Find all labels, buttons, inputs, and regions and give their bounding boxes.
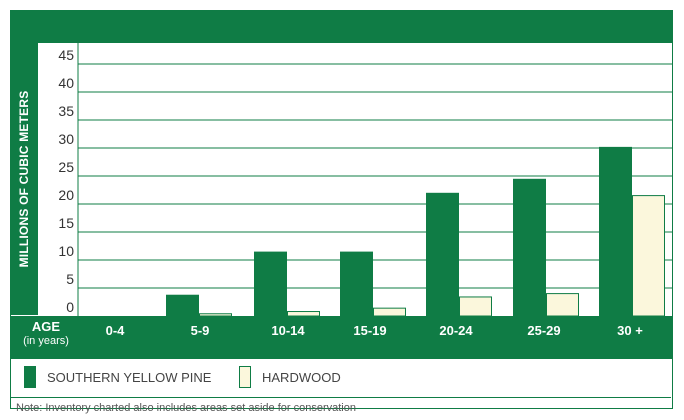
- x-tick-label: 20-24: [439, 323, 473, 338]
- y-tick-label: 15: [58, 215, 74, 231]
- y-tick-label: 35: [58, 103, 74, 119]
- bar-pine-20-24: [426, 192, 459, 316]
- gridlines: [77, 43, 673, 316]
- x-axis-label-main: AGE: [31, 319, 61, 334]
- bar-hardwood-20-24: [459, 296, 492, 317]
- bar-hardwood-25-29: [546, 293, 579, 317]
- y-tick-label: 30: [58, 131, 74, 147]
- bar-pine-5-9: [166, 294, 199, 316]
- x-tick-label: 15-19: [353, 323, 387, 338]
- y-tick-label: 20: [58, 187, 74, 203]
- y-tick-label: 40: [58, 75, 74, 91]
- y-tick-label: 5: [66, 271, 74, 287]
- x-tick-label: 25-29: [527, 323, 561, 338]
- bar-hardwood-15-19: [373, 307, 406, 317]
- bar-hardwood-10-14: [287, 311, 320, 317]
- x-tick-label: 5-9: [190, 323, 210, 338]
- y-tick-label: 45: [58, 47, 74, 63]
- y-tick-label: 25: [58, 159, 74, 175]
- legend-swatch-pine: [24, 366, 36, 388]
- y-tick-label: 10: [58, 243, 74, 259]
- x-tick-label: 30 +: [617, 323, 643, 338]
- bar-pine-25-29: [513, 178, 546, 316]
- bar-pine-10-14: [254, 251, 287, 316]
- y-axis-band: [10, 43, 38, 315]
- x-axis-label-sub: (in years): [23, 335, 69, 347]
- x-axis-band: AGE (in years): [10, 316, 673, 359]
- y-tick-label: 0: [66, 299, 74, 315]
- bar-pine-30: [599, 146, 632, 316]
- chart-header-band: [10, 10, 673, 43]
- bar-pine-15-19: [340, 251, 373, 316]
- x-axis-label: AGE (in years): [16, 319, 76, 349]
- legend-label-pine: SOUTHERN YELLOW PINE: [47, 370, 212, 385]
- legend-swatch-hardwood: [239, 366, 251, 388]
- bar-hardwood-30: [632, 195, 665, 317]
- y-tick-labels: 0 5 10 15 20 25 30 35 40 45: [58, 47, 74, 315]
- x-tick-label: 0-4: [105, 323, 125, 338]
- x-tick-label: 10-14: [271, 323, 305, 338]
- bars: [166, 146, 665, 317]
- chart-note: Note: Inventory charted also includes ar…: [16, 402, 356, 414]
- legend-label-hardwood: HARDWOOD: [262, 370, 341, 385]
- legend: SOUTHERN YELLOW PINE HARDWOOD: [10, 359, 671, 398]
